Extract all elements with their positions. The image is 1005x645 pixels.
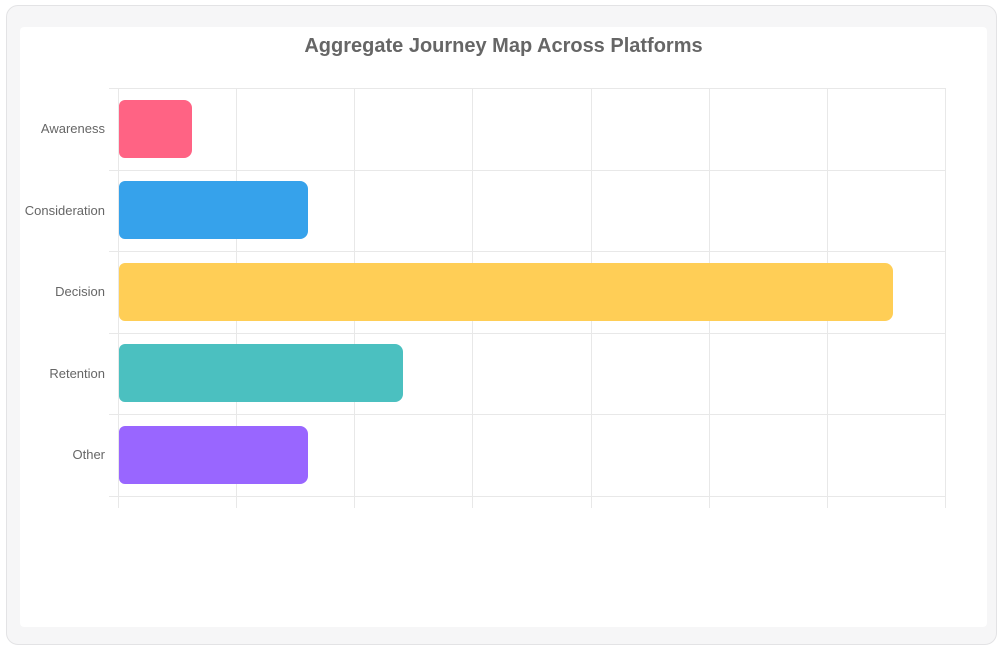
category-label-consideration: Consideration	[24, 202, 105, 218]
category-label-decision: Decision	[55, 284, 105, 300]
gridline-horizontal	[109, 332, 945, 334]
bar-consideration[interactable]	[119, 181, 308, 240]
bar-decision[interactable]	[119, 262, 893, 321]
bar-other[interactable]	[119, 425, 308, 484]
chart-panel: Aggregate Journey Map Across Platforms A…	[20, 27, 987, 627]
gridline-horizontal	[109, 88, 945, 89]
gridline-horizontal	[109, 169, 945, 171]
y-axis-line	[118, 88, 119, 508]
gridline-horizontal	[109, 414, 945, 415]
outer-card: Aggregate Journey Map Across Platforms A…	[6, 5, 997, 645]
chart-title: Aggregate Journey Map Across Platforms	[304, 35, 703, 57]
category-label-awareness: Awareness	[40, 121, 105, 137]
plot-area: Awareness Consideration Decision Retention O…	[25, 88, 946, 508]
category-label-other: Other	[72, 447, 105, 463]
gridline-horizontal	[109, 495, 945, 497]
category-label-retention: Retention	[49, 365, 105, 381]
bar-retention[interactable]	[119, 344, 403, 403]
gridline-horizontal	[109, 251, 945, 252]
gridline-vertical	[945, 88, 946, 508]
bar-awareness[interactable]	[119, 99, 193, 158]
